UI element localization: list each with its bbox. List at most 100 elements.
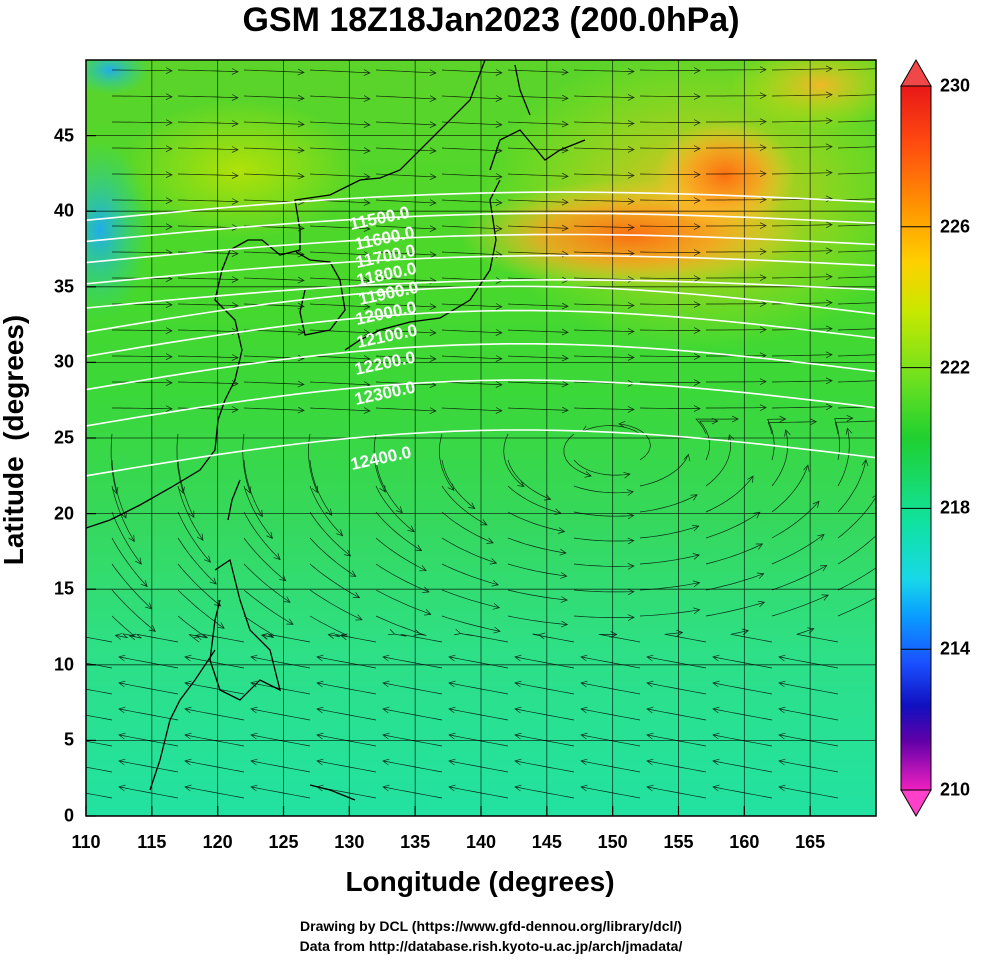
x-tick-label: 125 bbox=[268, 832, 299, 852]
streamline bbox=[771, 406, 833, 409]
streamline-arrowhead bbox=[627, 302, 635, 309]
streamline bbox=[778, 786, 839, 799]
streamline-arrowhead bbox=[165, 93, 173, 101]
streamline bbox=[837, 276, 876, 279]
streamline bbox=[646, 656, 707, 669]
streamline-arrowhead bbox=[825, 195, 833, 203]
streamline-arrowhead bbox=[495, 381, 503, 388]
streamline bbox=[639, 454, 689, 487]
streamline-arrowhead bbox=[297, 94, 305, 102]
streamline bbox=[250, 734, 311, 747]
streamline bbox=[507, 537, 567, 554]
streamline-arrowhead bbox=[646, 758, 654, 766]
height-contour-line bbox=[86, 254, 876, 285]
streamline-arrowhead bbox=[693, 223, 701, 230]
streamline-arrowhead bbox=[759, 300, 767, 308]
streamline-arrowhead bbox=[825, 221, 833, 229]
streamline-arrowhead bbox=[753, 511, 761, 519]
streamline-arrowhead bbox=[892, 91, 898, 97]
streamline bbox=[111, 537, 148, 587]
streamline bbox=[771, 464, 809, 513]
streamline-arrowhead bbox=[165, 327, 173, 335]
streamline bbox=[639, 121, 700, 123]
streamline bbox=[712, 786, 773, 799]
streamline-arrowhead bbox=[879, 527, 885, 533]
streamline-arrowhead bbox=[514, 758, 522, 766]
streamline-arrowhead bbox=[759, 378, 767, 386]
streamline bbox=[375, 563, 430, 593]
streamline bbox=[507, 615, 568, 625]
streamline bbox=[243, 589, 294, 625]
streamline bbox=[243, 69, 305, 73]
streamline bbox=[699, 420, 718, 461]
streamline bbox=[618, 423, 651, 461]
streamline-arrowhead bbox=[429, 95, 437, 103]
streamline bbox=[580, 656, 641, 669]
height-contour-line bbox=[86, 429, 876, 477]
streamline bbox=[771, 250, 833, 253]
streamline-arrowhead bbox=[877, 418, 883, 424]
streamline bbox=[507, 381, 569, 385]
streamline-arrowhead bbox=[363, 95, 371, 102]
streamline bbox=[177, 511, 211, 563]
streamline-arrowhead bbox=[363, 225, 371, 232]
streamline-arrowhead bbox=[448, 654, 456, 662]
streamline-arrowhead bbox=[627, 328, 635, 335]
streamline-arrowhead bbox=[559, 548, 567, 556]
colorbar-min-arrow bbox=[900, 789, 932, 818]
streamline-arrowhead bbox=[118, 680, 126, 688]
height-contour-line bbox=[86, 309, 876, 358]
streamline bbox=[771, 172, 833, 175]
streamline bbox=[243, 459, 263, 517]
streamline bbox=[250, 682, 311, 695]
warm-region-ne bbox=[730, 60, 876, 130]
streamline bbox=[177, 329, 239, 333]
streamline-arrowhead bbox=[355, 614, 363, 621]
streamline-arrowhead bbox=[825, 325, 833, 333]
streamline-arrowhead bbox=[543, 494, 552, 501]
streamline-arrowhead bbox=[892, 247, 898, 253]
streamline-arrowhead bbox=[217, 622, 225, 629]
streamline-arrowhead bbox=[495, 95, 503, 102]
streamline-arrowhead bbox=[53, 733, 60, 739]
streamline bbox=[573, 173, 635, 176]
streamline bbox=[112, 329, 173, 332]
streamline bbox=[573, 563, 634, 567]
streamline bbox=[177, 95, 239, 99]
streamline bbox=[382, 760, 443, 773]
streamline bbox=[184, 734, 245, 747]
streamline bbox=[639, 251, 700, 253]
streamline bbox=[598, 633, 641, 643]
height-contour-line bbox=[86, 343, 876, 391]
streamline-arrowhead bbox=[165, 197, 173, 205]
colorbar-label: 218 bbox=[940, 497, 971, 518]
streamline-arrowhead bbox=[712, 784, 720, 792]
streamline-arrowhead bbox=[414, 544, 423, 552]
y-tick-label: 40 bbox=[53, 200, 74, 221]
streamline-arrowhead bbox=[343, 549, 352, 557]
streamline bbox=[507, 69, 569, 73]
streamline bbox=[177, 407, 239, 411]
streamline-arrowhead bbox=[495, 329, 503, 336]
streamline bbox=[834, 420, 876, 435]
streamline-arrowhead bbox=[297, 146, 305, 154]
streamline-arrowhead bbox=[626, 489, 634, 496]
streamline bbox=[309, 407, 370, 412]
streamline-arrowhead bbox=[245, 486, 252, 494]
streamline bbox=[375, 199, 436, 204]
streamline bbox=[309, 563, 360, 599]
streamline-arrowhead bbox=[297, 68, 305, 76]
streamline bbox=[375, 485, 415, 532]
streamline bbox=[309, 173, 370, 178]
streamline bbox=[705, 434, 732, 487]
streamline bbox=[778, 760, 839, 773]
streamline-arrowhead bbox=[693, 379, 701, 386]
streamline-arrowhead bbox=[778, 732, 786, 740]
streamline-arrowhead bbox=[325, 508, 333, 516]
streamline-arrowhead bbox=[825, 351, 833, 359]
streamline-arrowhead bbox=[610, 631, 618, 638]
streamline-arrowhead bbox=[363, 407, 371, 414]
streamline bbox=[573, 407, 635, 410]
streamline bbox=[441, 381, 502, 386]
